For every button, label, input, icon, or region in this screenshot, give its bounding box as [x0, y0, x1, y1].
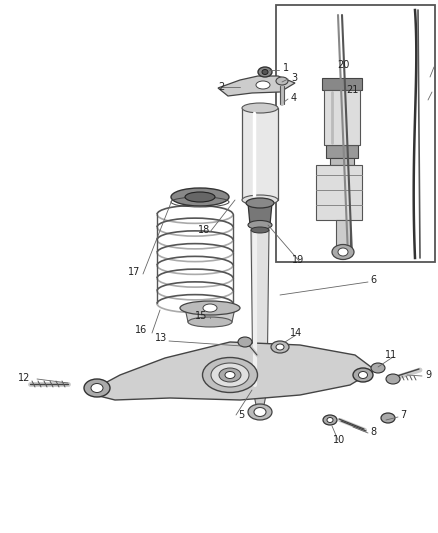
Text: 15: 15 [195, 311, 207, 321]
Ellipse shape [254, 408, 266, 416]
Text: 12: 12 [18, 373, 30, 383]
Ellipse shape [91, 384, 103, 392]
Polygon shape [253, 390, 267, 405]
Bar [276, 5, 435, 262]
Ellipse shape [203, 304, 217, 312]
Text: 14: 14 [290, 328, 302, 338]
Ellipse shape [276, 77, 288, 85]
Text: 7: 7 [400, 410, 406, 420]
Polygon shape [218, 76, 295, 96]
Polygon shape [185, 308, 235, 322]
Ellipse shape [276, 344, 284, 350]
Ellipse shape [180, 301, 240, 315]
Text: 20: 20 [337, 60, 350, 70]
Text: 5: 5 [238, 410, 244, 420]
Ellipse shape [256, 81, 270, 89]
Text: 19: 19 [292, 255, 304, 265]
Polygon shape [326, 145, 358, 158]
Ellipse shape [171, 188, 229, 206]
Ellipse shape [188, 317, 232, 327]
Ellipse shape [238, 337, 252, 347]
Ellipse shape [251, 227, 269, 233]
Ellipse shape [327, 417, 333, 423]
Polygon shape [330, 158, 354, 165]
Text: 3: 3 [291, 73, 297, 83]
Text: 9: 9 [425, 370, 431, 380]
Text: 17: 17 [128, 267, 140, 277]
Ellipse shape [225, 372, 235, 378]
Ellipse shape [271, 341, 289, 353]
Polygon shape [92, 342, 375, 400]
Ellipse shape [323, 415, 337, 425]
Text: 1: 1 [283, 63, 289, 73]
Ellipse shape [219, 368, 241, 382]
Text: 2: 2 [218, 82, 224, 92]
Ellipse shape [258, 67, 272, 77]
Ellipse shape [242, 195, 278, 205]
Polygon shape [316, 165, 362, 220]
Ellipse shape [185, 192, 215, 202]
Polygon shape [336, 220, 350, 250]
Polygon shape [251, 230, 269, 390]
Ellipse shape [381, 413, 395, 423]
Text: 13: 13 [155, 333, 167, 343]
Ellipse shape [262, 69, 268, 75]
Text: 11: 11 [385, 350, 397, 360]
Text: 8: 8 [370, 427, 376, 437]
Text: 6: 6 [370, 275, 376, 285]
Ellipse shape [246, 198, 274, 208]
Ellipse shape [202, 358, 258, 392]
Ellipse shape [248, 404, 272, 420]
Ellipse shape [358, 372, 367, 378]
Ellipse shape [242, 103, 278, 113]
Text: 21: 21 [346, 85, 358, 95]
Polygon shape [322, 78, 362, 90]
Polygon shape [248, 203, 272, 225]
Text: 18: 18 [198, 225, 210, 235]
Ellipse shape [353, 368, 373, 382]
Ellipse shape [338, 248, 348, 256]
Ellipse shape [211, 363, 249, 387]
Text: 16: 16 [135, 325, 147, 335]
Ellipse shape [84, 379, 110, 397]
Bar [242, 108, 278, 200]
Text: 10: 10 [333, 435, 345, 445]
Text: 4: 4 [291, 93, 297, 103]
Ellipse shape [371, 363, 385, 373]
Polygon shape [324, 90, 360, 145]
Ellipse shape [248, 221, 272, 230]
Ellipse shape [332, 245, 354, 260]
Ellipse shape [386, 374, 400, 384]
